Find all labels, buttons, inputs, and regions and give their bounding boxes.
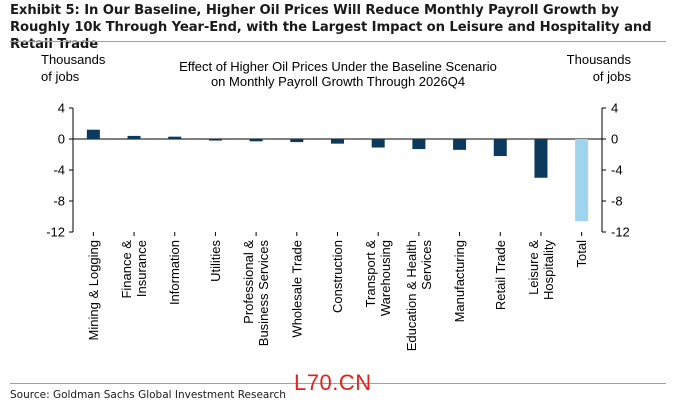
left-tick-label: 0 bbox=[58, 132, 65, 147]
left-axis-label: Thousands bbox=[41, 52, 106, 67]
category-label: Hospitality bbox=[541, 240, 556, 300]
bar bbox=[168, 136, 182, 139]
bar bbox=[371, 139, 385, 148]
left-tick-label: -8 bbox=[53, 194, 65, 209]
right-tick-label: -12 bbox=[611, 225, 630, 240]
bar bbox=[412, 139, 426, 150]
bar bbox=[453, 139, 467, 150]
right-tick-label: -8 bbox=[611, 194, 623, 209]
category-label: Information bbox=[167, 240, 182, 305]
category-label: Professional & bbox=[241, 240, 256, 324]
category-label: Retail Trade bbox=[493, 240, 508, 310]
exhibit-title: Exhibit 5: In Our Baseline, Higher Oil P… bbox=[10, 3, 652, 52]
right-axis-label: Thousands bbox=[567, 52, 632, 67]
bar bbox=[290, 139, 304, 143]
bottom-rule bbox=[10, 383, 666, 384]
right-tick-label: 0 bbox=[611, 132, 618, 147]
category-label: Total bbox=[574, 240, 589, 268]
bar bbox=[493, 139, 507, 157]
top-rule bbox=[10, 41, 666, 42]
category-label: Education & Health bbox=[404, 240, 419, 351]
category-label: Warehousing bbox=[378, 240, 393, 316]
watermark: L70.CN bbox=[294, 370, 372, 395]
left-tick-label: -12 bbox=[46, 225, 65, 240]
left-tick-label: 4 bbox=[58, 101, 65, 116]
category-label: Mining & Logging bbox=[86, 240, 101, 340]
right-axis-label: of jobs bbox=[593, 69, 632, 84]
category-label: Utilities bbox=[208, 240, 223, 282]
left-axis-label: of jobs bbox=[41, 69, 80, 84]
bar bbox=[208, 139, 222, 141]
source-note: Source: Goldman Sachs Global Investment … bbox=[10, 389, 286, 401]
category-label: Transport & bbox=[363, 240, 378, 308]
category-label: Business Services bbox=[256, 240, 271, 347]
bar bbox=[86, 129, 100, 139]
bar bbox=[249, 139, 263, 142]
chart-title-line: on Monthly Payroll Growth Through 2026Q4 bbox=[211, 74, 465, 89]
category-label: Finance & bbox=[119, 240, 134, 299]
category-label: Wholesale Trade bbox=[289, 240, 304, 338]
bar bbox=[575, 139, 589, 222]
category-label: Leisure & bbox=[526, 240, 541, 295]
category-label: Manufacturing bbox=[452, 240, 467, 322]
category-label: Construction bbox=[330, 240, 345, 313]
bar bbox=[534, 139, 548, 178]
left-tick-label: -4 bbox=[53, 163, 65, 178]
category-label: Insurance bbox=[134, 240, 149, 297]
category-label: Services bbox=[419, 240, 434, 290]
bar bbox=[127, 135, 141, 139]
right-tick-label: 4 bbox=[611, 101, 618, 116]
bar bbox=[331, 139, 344, 144]
payroll-impact-bar-chart: Effect of Higher Oil Prices Under the Ba… bbox=[41, 52, 632, 351]
right-tick-label: -4 bbox=[611, 163, 623, 178]
chart-title-line: Effect of Higher Oil Prices Under the Ba… bbox=[179, 59, 497, 74]
